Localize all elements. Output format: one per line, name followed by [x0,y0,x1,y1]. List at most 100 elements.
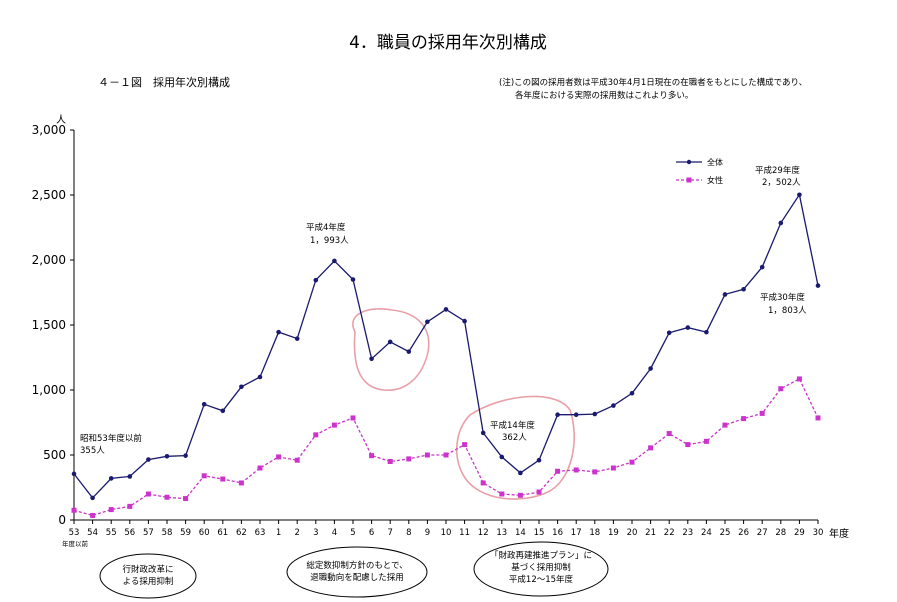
y-tick-group: 0 500 1,000 1,500 2,000 2,500 3,000 [32,123,74,527]
x-tick-label: 5 [350,528,355,538]
data-point-female [257,465,263,471]
data-point-total [480,430,486,436]
annotation-h30-label: 平成30年度 [760,292,805,303]
highlight-circle-1 [352,308,430,391]
y-tick-label: 500 [43,448,66,462]
series-points-total [71,192,821,501]
data-point-total [555,412,560,418]
annotation-h29-label: 平成29年度 [755,165,800,176]
data-point-female [536,489,542,495]
data-point-total [220,408,226,414]
note-line-2: 各年度における実際の採用数はこれより多い。 [515,90,693,101]
data-point-female [71,507,77,513]
figure-label: ４－１図 採用年次別構成 [98,75,230,89]
data-point-female [815,415,821,421]
data-point-total [611,403,616,408]
x-tick-label: 20 [627,528,638,538]
data-point-female [648,445,654,451]
annotation-h4-label: 平成4年度 [306,222,346,233]
data-point-female [90,512,96,518]
data-point-female [201,473,207,479]
callout-1-line-1: 行財政改革に [122,564,173,575]
data-point-total [722,292,728,297]
data-point-total [146,457,151,462]
annotation-s53-value: 355人 [80,446,105,456]
data-point-total [462,318,467,324]
data-point-total [406,349,412,354]
data-point-female [629,459,635,465]
data-point-total [629,390,635,396]
x-tick-label: 13 [496,528,507,538]
data-point-total [127,474,133,479]
legend-label-total: 全体 [707,157,723,167]
x-tick-label: 30 [813,528,824,538]
data-point-total [369,356,374,362]
callout-oval-3 [473,541,609,597]
note-line-1: (注)この図の採用者数は平成30年4月1日現在の在職者をもとにした構成であり、 [499,77,807,88]
data-point-total [592,411,598,417]
x-tick-label: 60 [199,528,210,538]
data-point-total [164,454,170,459]
x-tick-label: 58 [162,528,173,538]
legend-label-female: 女性 [707,175,723,185]
legend: 全体 女性 [676,157,723,185]
y-axis-unit: 人 [56,114,66,126]
x-tick-label: 56 [124,528,135,538]
data-point-total [313,277,319,283]
x-tick-label: 19 [608,528,619,538]
series-line-total [73,193,819,499]
y-tick-label: 2,000 [32,253,66,267]
x-tick-label: 14 [515,528,526,538]
y-tick-label: 1,000 [32,383,66,397]
x-tick-label: 28 [775,528,786,538]
data-point-total [201,402,207,407]
x-tick-label: 22 [664,528,675,538]
data-point-female [313,432,319,438]
x-tick-group: 53 54 55 56 57 58 59 60 61 62 63 1 2 3 4 5 6 7 8 9 10 11 12 13 1… [69,520,824,538]
data-point-total [239,384,244,390]
data-point-total [108,476,114,481]
y-tick-label: 0 [58,513,66,527]
callout-oval-1 [99,553,197,599]
x-tick-label: 26 [738,528,749,538]
series-line-female [73,378,819,517]
x-tick-label: 15 [534,528,545,538]
page-title: 4．職員の採用年次別構成 [349,33,547,53]
data-point-total [499,454,505,460]
x-tick-label: 18 [589,528,600,538]
data-point-female [183,496,189,502]
annotation-h4-value: 1，993人 [310,236,349,246]
data-point-total [350,277,356,282]
callout-3-line-1: 「財政再建推進プラン」に [490,550,592,561]
data-point-female [517,492,523,498]
data-point-female [331,422,337,428]
data-point-female [108,507,114,513]
data-point-female [350,415,356,421]
data-point-total [387,339,393,345]
x-tick-label: 53 [69,528,80,538]
x-tick-label: 63 [255,528,266,538]
data-point-total [257,374,263,380]
data-point-female [387,459,393,464]
x-tick-label: 17 [571,528,582,538]
data-point-female [369,453,375,459]
data-point-female [685,442,691,448]
x-tick-label: 62 [236,528,247,538]
callout-3-line-3: 平成12～15年度 [509,574,574,585]
x-tick-label: 54 [87,528,98,538]
x-tick-label: 61 [217,528,228,538]
x-axis-unit: 年度 [829,527,849,540]
data-point-female [573,467,579,473]
data-point-total [778,220,784,226]
data-point-total [573,412,579,418]
data-point-female [294,457,300,463]
data-point-female [127,503,133,509]
data-point-total [685,325,691,330]
x-tick-label: 55 [106,528,117,538]
x-tick-label: 12 [478,528,489,538]
y-tick-label: 1,500 [32,318,66,332]
x-first-category-note: 年度以前 [62,539,89,548]
data-point-female [443,452,449,458]
x-tick-label: 11 [459,528,470,538]
